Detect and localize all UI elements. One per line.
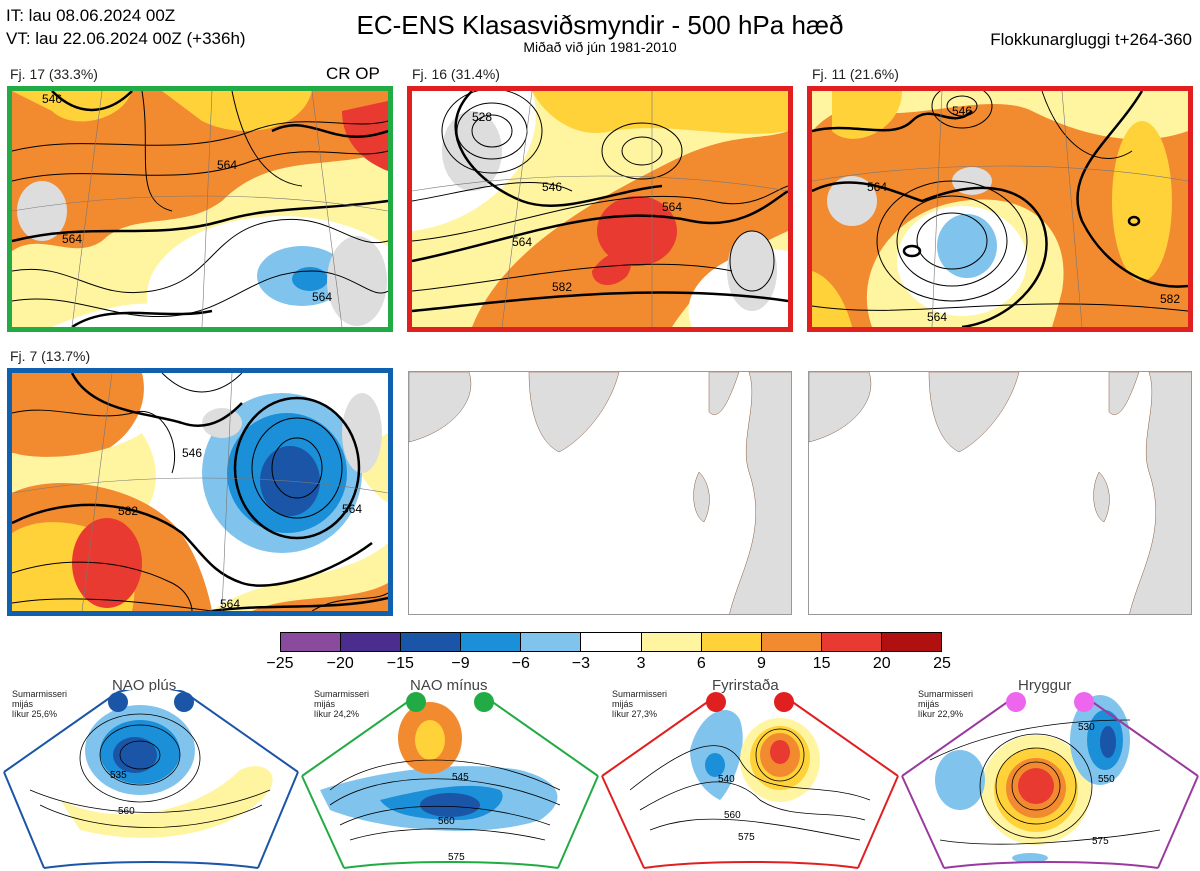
cluster-tag-1: CR OP: [326, 64, 380, 83]
colorbar-tick-label: 25: [933, 655, 951, 672]
regime-note-3: Sumarmisseri mijás líkur 27,3%: [612, 689, 668, 719]
colorbar-tick-label: 3: [636, 655, 646, 672]
colorbar-swatch: [460, 633, 521, 651]
colorbar-swatch: [520, 633, 581, 651]
cluster-label-4: Fj. 7 (13.7%): [10, 348, 91, 364]
contour-label: 546: [182, 446, 202, 460]
contour-label: 564: [62, 232, 82, 246]
colorbar-tick-label: 15: [812, 655, 831, 672]
contour-label: 575: [1092, 836, 1109, 847]
colorbar-tick-label: −20: [326, 655, 354, 672]
contour-label: 546: [542, 180, 562, 194]
page-subtitle: Miðað við jún 1981-2010: [523, 39, 677, 55]
colorbar: [280, 632, 942, 652]
cluster-label-3: Fj. 11 (21.6%): [812, 66, 899, 82]
regime-note-1: Sumarmisseri mijás líkur 25,6%: [12, 689, 68, 719]
colorbar-tick-label: −3: [571, 655, 591, 672]
contour-label: 564: [312, 290, 332, 304]
page-title: EC-ENS Klasasviðsmyndir - 500 hPa hæð: [356, 10, 844, 40]
cluster-map-4: 546 582 564 564: [7, 368, 393, 616]
contour-label: 528: [472, 110, 492, 124]
contour-label: 546: [42, 92, 62, 106]
contour-label: 535: [110, 770, 127, 781]
contour-label: 564: [342, 502, 362, 516]
contour-label: 575: [738, 832, 755, 843]
cluster-label-1: Fj. 17 (33.3%): [10, 66, 98, 82]
regime-title-4: Hryggur: [1018, 677, 1072, 694]
contour-label: 530: [1078, 722, 1095, 733]
header-dates: IT: lau 08.06.2024 00Z VT: lau 22.06.202…: [6, 4, 246, 50]
colorbar-tick-label: 20: [872, 655, 891, 672]
regime-title-3: Fyrirstaða: [712, 677, 779, 694]
regime-map-4: 530 550 575: [901, 692, 1199, 869]
colorbar-swatch: [760, 633, 821, 651]
valid-time: VT: lau 22.06.2024 00Z (+336h): [6, 29, 246, 48]
colorbar-tick-label: 9: [757, 655, 766, 672]
contour-label: 546: [952, 104, 972, 118]
contour-label: 564: [217, 158, 237, 172]
classification-window: Flokkunargluggi t+264-360: [990, 30, 1192, 49]
empty-map-6: [808, 371, 1192, 615]
contour-label: 564: [662, 200, 682, 214]
contour-label: 582: [118, 504, 138, 518]
colorbar-swatch: [580, 633, 641, 651]
cluster-label-2: Fj. 16 (31.4%): [412, 66, 500, 82]
regime-map-3: 540 560 575: [601, 692, 899, 869]
contour-label: 560: [438, 816, 455, 827]
contour-label: 575: [448, 852, 465, 863]
cluster-map-2: 546 564 564 582 528: [407, 86, 793, 332]
regime-title-2: NAO mínus: [410, 677, 488, 694]
colorbar-swatch: [700, 633, 761, 651]
colorbar-tick-label: −6: [511, 655, 530, 672]
colorbar-tick-label: −15: [386, 655, 414, 672]
regime-note-4: Sumarmisseri mijás líkur 22,9%: [918, 689, 974, 719]
contour-label: 564: [927, 310, 947, 324]
regime-note-2: Sumarmisseri mijás líkur 24,2%: [314, 689, 370, 719]
regime-maps: 535 560 545 560 575 54: [3, 690, 1199, 869]
contour-label: 550: [1098, 774, 1115, 785]
contour-label: 545: [452, 772, 469, 783]
contour-label: 560: [724, 810, 741, 821]
colorbar-tick-label: 6: [696, 655, 706, 672]
initial-time: IT: lau 08.06.2024 00Z: [6, 6, 176, 25]
contour-label: 564: [512, 235, 532, 249]
colorbar-swatch: [281, 633, 341, 651]
empty-map-5: [408, 371, 792, 615]
contour-label: 582: [1160, 292, 1180, 306]
cluster-map-1: 564 564 564 546: [7, 86, 393, 332]
colorbar-swatch: [400, 633, 461, 651]
regime-map-1: 535 560: [3, 690, 299, 869]
cluster-map-3: 564 546 564 582: [807, 86, 1193, 332]
colorbar-swatch: [340, 633, 401, 651]
contour-label: 564: [867, 180, 887, 194]
colorbar-swatch: [640, 633, 701, 651]
contour-label: 540: [718, 774, 735, 785]
colorbar-tick-label: −9: [451, 655, 470, 672]
regime-map-2: 545 560 575: [301, 692, 599, 869]
colorbar-swatch: [820, 633, 881, 651]
contour-label: 560: [118, 806, 135, 817]
colorbar-tick-label: −25: [266, 655, 294, 672]
colorbar-swatch: [880, 633, 942, 651]
contour-label: 582: [552, 280, 572, 294]
contour-label: 564: [220, 597, 240, 611]
